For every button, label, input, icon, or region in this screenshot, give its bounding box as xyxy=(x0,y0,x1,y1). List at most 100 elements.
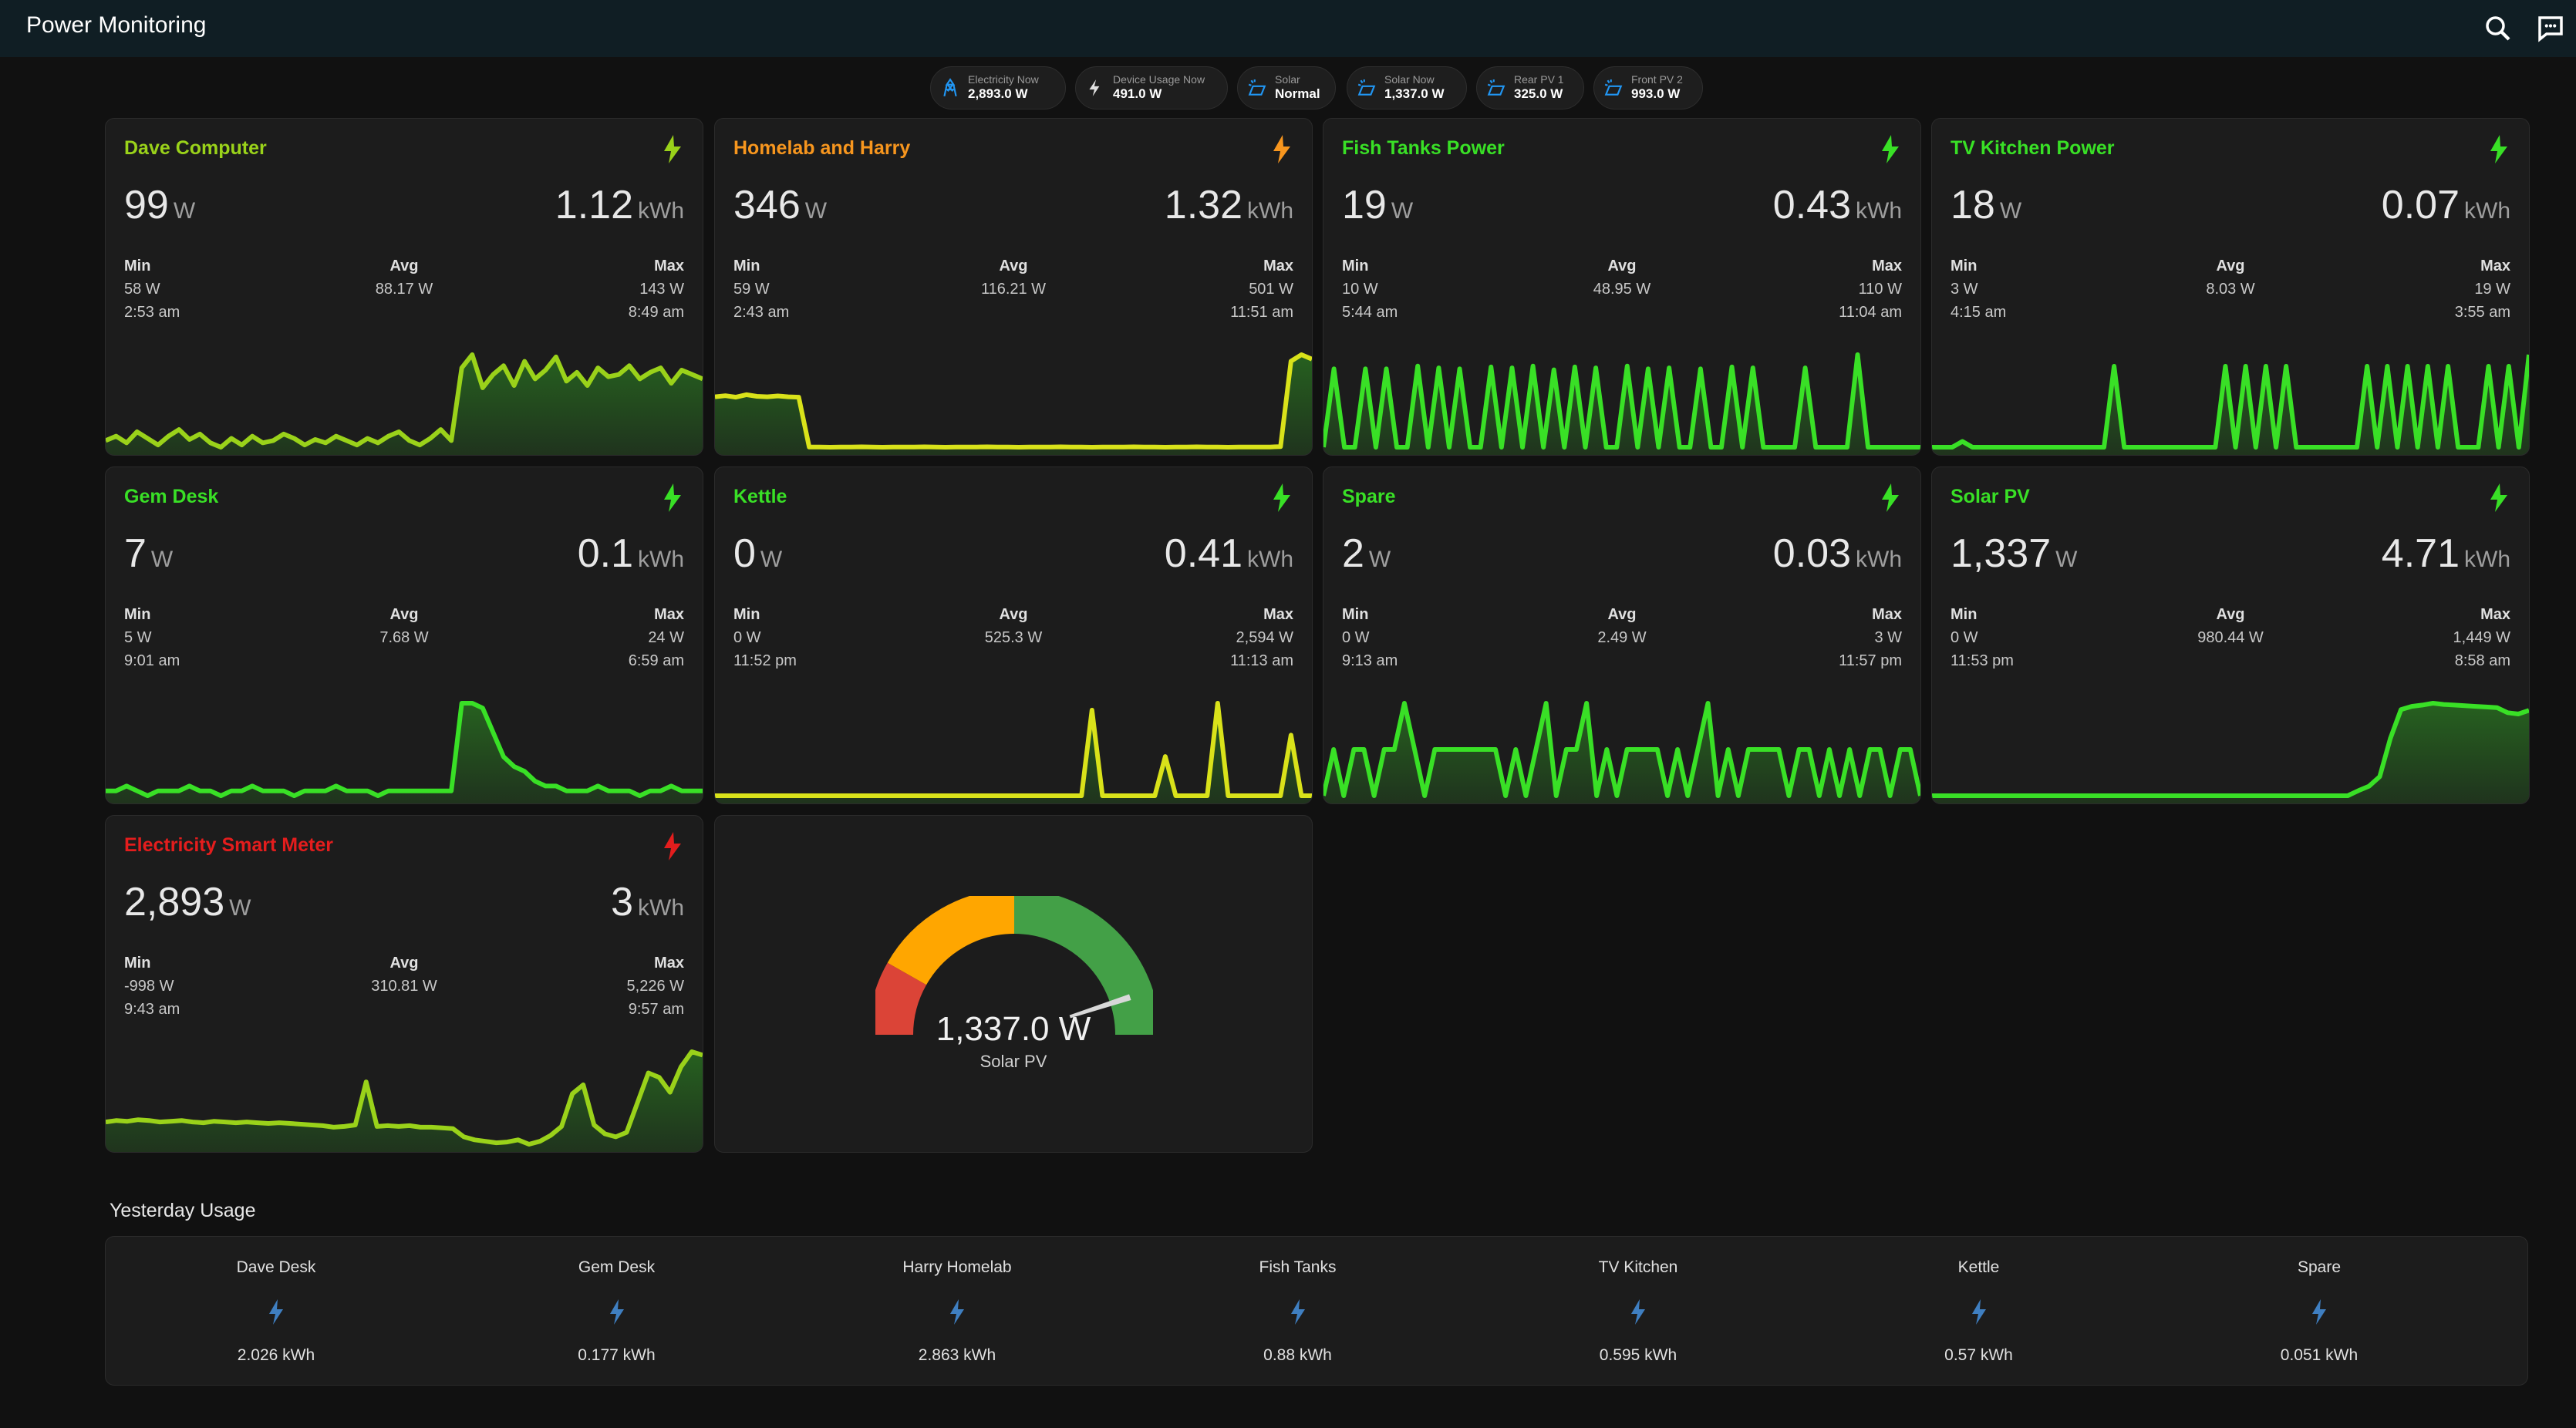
flash-icon xyxy=(2312,1299,2326,1325)
chip-electricity-now[interactable]: Electricity Now 2,893.0 W xyxy=(930,66,1066,109)
history-sparkline xyxy=(1932,701,2529,803)
stats: Min 0 W 9:13 am Avg 2.49 W Max 3 W 11:57 pm xyxy=(1342,603,1902,680)
stat-avg: Avg 980.44 W xyxy=(2197,606,2264,646)
flash-icon xyxy=(2490,135,2507,163)
stat-max: Max 501 W 11:51 am xyxy=(1230,258,1293,321)
stat-max: Max 110 W 11:04 am xyxy=(1839,258,1902,321)
usage-value: 2.863 kWh xyxy=(918,1346,996,1364)
flash-icon xyxy=(1273,135,1290,163)
current-power: 18 W xyxy=(1951,183,2022,227)
usage-name: Fish Tanks xyxy=(1259,1258,1337,1276)
solar-gauge-card[interactable]: 1,337.0 W Solar PV xyxy=(714,815,1313,1153)
stat-max: Max 3 W 11:57 pm xyxy=(1839,606,1902,669)
power-card-dave-computer[interactable]: Dave Computer 99 W 1.12 kWh Min 58 W 2:53 am Avg… xyxy=(105,118,703,456)
stat-avg: Avg 116.21 W xyxy=(980,258,1047,298)
power-card-gem-desk[interactable]: Gem Desk 7 W 0.1 kWh Min 5 W 9:01 am Avg 7.68 W Ma… xyxy=(105,466,703,804)
stat-max: Max 1,449 W 8:58 am xyxy=(2453,606,2510,669)
flash-icon xyxy=(664,832,681,861)
usage-item[interactable]: Kettle 0.57 kWh xyxy=(1863,1237,2095,1386)
stats: Min 59 W 2:43 am Avg 116.21 W Max 501 W 11:51 a… xyxy=(733,254,1293,332)
stats: Min -998 W 9:43 am Avg 310.81 W Max 5,226 W 9:5… xyxy=(124,951,684,1029)
usage-name: Dave Desk xyxy=(236,1258,316,1276)
card-title: Homelab and Harry xyxy=(733,137,911,159)
usage-name: Gem Desk xyxy=(578,1258,656,1276)
stat-avg: Avg 88.17 W xyxy=(375,258,433,298)
card-title: Electricity Smart Meter xyxy=(124,834,333,856)
card-title: Kettle xyxy=(733,486,787,507)
chip-rear-pv-1[interactable]: Rear PV 1 325.0 W xyxy=(1476,66,1584,109)
chip-device-usage-now[interactable]: Device Usage Now 491.0 W xyxy=(1075,66,1228,109)
stat-min: Min 10 W 5:44 am xyxy=(1342,258,1398,321)
gauge-value: 1,337.0 W xyxy=(936,1010,1091,1048)
sparkline-area xyxy=(1932,703,2529,803)
power-card-tv-kitchen-power[interactable]: TV Kitchen Power 18 W 0.07 kWh Min 3 W 4:15 am A… xyxy=(1931,118,2530,456)
sparkline-area xyxy=(715,355,1312,455)
sparkline-area xyxy=(106,1052,703,1152)
sparkline-line xyxy=(1932,354,2529,450)
power-card-homelab-and-harry[interactable]: Homelab and Harry 346 W 1.32 kWh Min 59 W 2:43 … xyxy=(714,118,1313,456)
history-sparkline xyxy=(106,352,703,455)
flash-icon xyxy=(1971,1299,1986,1325)
chip-solar[interactable]: Solar Normal xyxy=(1237,66,1336,109)
chip-solar-now[interactable]: Solar Now 1,337.0 W xyxy=(1347,66,1467,109)
usage-item[interactable]: Gem Desk 0.177 kWh xyxy=(501,1237,733,1386)
stat-avg: Avg 310.81 W xyxy=(371,955,437,995)
power-card-solar-pv[interactable]: Solar PV 1,337 W 4.71 kWh Min 0 W 11:53 pm Avg 98… xyxy=(1931,466,2530,804)
sparkline-line xyxy=(106,1049,703,1147)
usage-item[interactable]: Dave Desk 2.026 kWh xyxy=(160,1237,392,1386)
stat-max: Max 19 W 3:55 am xyxy=(2454,258,2510,321)
usage-value: 0.57 kWh xyxy=(1944,1346,2013,1364)
chat-icon[interactable] xyxy=(2534,12,2567,45)
current-power: 19 W xyxy=(1342,183,1414,227)
usage-item[interactable]: Harry Homelab 2.863 kWh xyxy=(841,1237,1073,1386)
sparkline-line xyxy=(106,352,703,450)
sparkline-line xyxy=(1323,701,1920,798)
current-power: 2,893 W xyxy=(124,880,251,924)
stats: Min 0 W 11:53 pm Avg 980.44 W Max 1,449 W 8:58 … xyxy=(1951,603,2510,680)
card-title: TV Kitchen Power xyxy=(1951,137,2115,159)
energy-total: 4.71 kWh xyxy=(2381,531,2510,576)
usage-value: 0.88 kWh xyxy=(1263,1346,1332,1364)
usage-name: Spare xyxy=(2297,1258,2342,1276)
power-card-fish-tanks-power[interactable]: Fish Tanks Power 19 W 0.43 kWh Min 10 W 5:44 am… xyxy=(1323,118,1921,456)
history-sparkline xyxy=(106,701,703,803)
yesterday-usage-title: Yesterday Usage xyxy=(110,1200,256,1221)
history-sparkline xyxy=(1323,701,1920,803)
flash-icon xyxy=(1882,483,1899,512)
transmission-tower-icon xyxy=(943,78,957,97)
usage-value: 0.177 kWh xyxy=(578,1346,656,1364)
stat-avg: Avg 2.49 W xyxy=(1597,606,1647,646)
stat-min: Min 59 W 2:43 am xyxy=(733,258,790,321)
usage-item[interactable]: Fish Tanks 0.88 kWh xyxy=(1182,1237,1414,1386)
power-card-electricity-smart-meter[interactable]: Electricity Smart Meter 2,893 W 3 kWh Min -998… xyxy=(105,815,703,1153)
power-card-spare[interactable]: Spare 2 W 0.03 kWh Min 0 W 9:13 am Avg 2.49 W Max 3… xyxy=(1323,466,1921,804)
stat-min: Min 5 W 9:01 am xyxy=(124,606,180,669)
solar-panel-icon xyxy=(1487,79,1505,96)
sparkline-area xyxy=(1323,703,1920,803)
stats: Min 10 W 5:44 am Avg 48.95 W Max 110 W 11:04 am xyxy=(1342,254,1902,332)
current-power: 99 W xyxy=(124,183,196,227)
usage-item[interactable]: Spare 0.051 kWh xyxy=(2203,1237,2435,1386)
search-icon[interactable] xyxy=(2482,12,2514,45)
sparkline-area xyxy=(106,703,703,803)
usage-name: Harry Homelab xyxy=(902,1258,1012,1276)
history-sparkline xyxy=(715,701,1312,803)
chip-front-pv-2[interactable]: Front PV 2 993.0 W xyxy=(1593,66,1703,109)
sparkline-line xyxy=(106,701,703,798)
flash-icon xyxy=(2490,483,2507,512)
usage-value: 2.026 kWh xyxy=(237,1346,315,1364)
flash-icon xyxy=(1882,135,1899,163)
usage-item[interactable]: TV Kitchen 0.595 kWh xyxy=(1522,1237,1754,1386)
sparkline-line xyxy=(715,352,1312,450)
card-title: Spare xyxy=(1342,486,1396,507)
card-title: Dave Computer xyxy=(124,137,267,159)
stats: Min 5 W 9:01 am Avg 7.68 W Max 24 W 6:59 am xyxy=(124,603,684,680)
energy-total: 0.07 kWh xyxy=(2381,183,2510,227)
page-title: Power Monitoring xyxy=(26,12,207,38)
card-title: Fish Tanks Power xyxy=(1342,137,1505,159)
flash-icon xyxy=(1631,1299,1645,1325)
